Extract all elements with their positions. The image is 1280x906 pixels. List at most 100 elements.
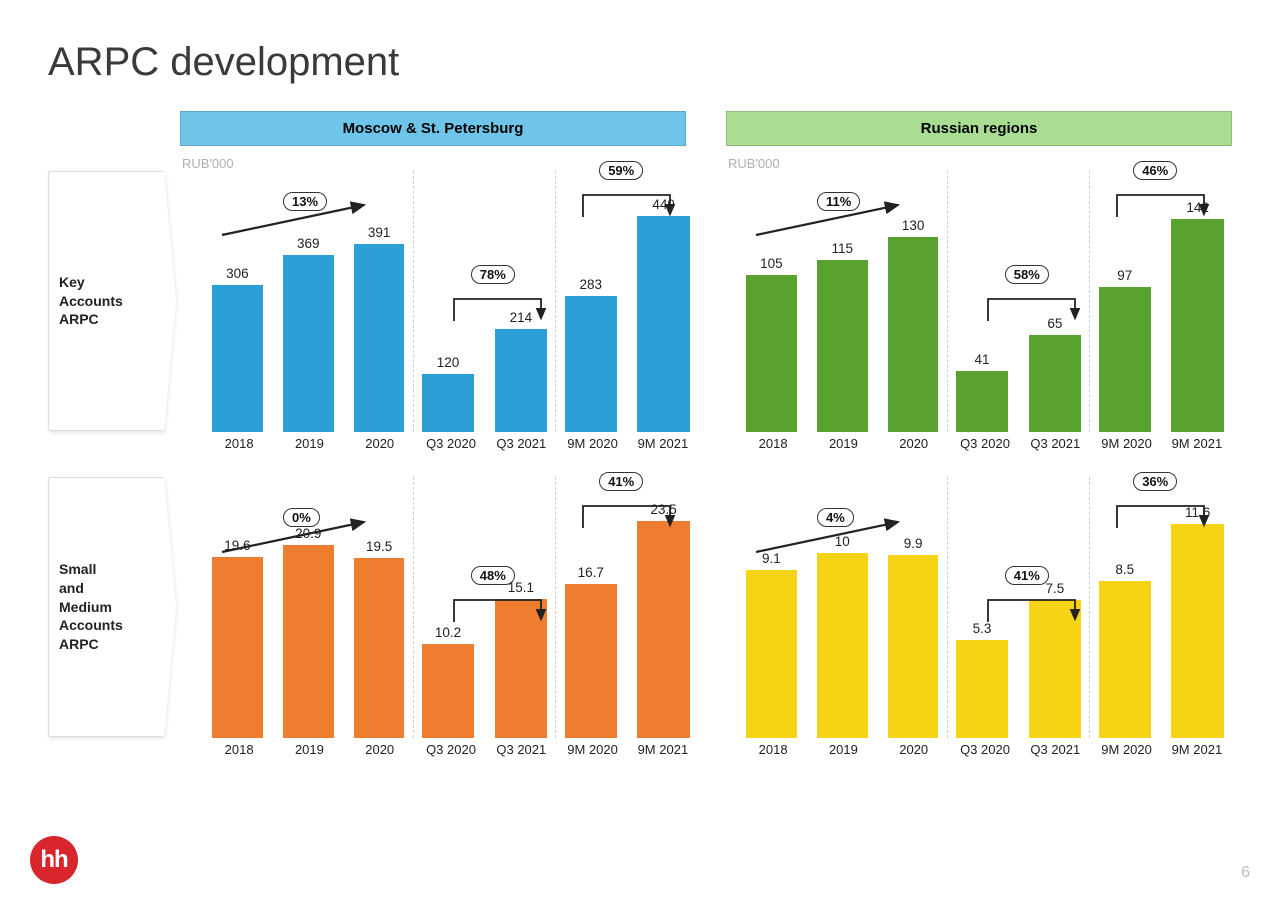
axis-label: 9M 2020 [1091, 742, 1161, 757]
bracket-arrow [980, 291, 1090, 331]
axis-group: 201820192020 [204, 436, 415, 451]
bar-value-label: 97 [1094, 268, 1155, 283]
header-moscow: Moscow & St. Petersburg [180, 111, 686, 146]
bar [212, 557, 263, 738]
bar [354, 244, 405, 432]
growth-badge-cagr: 11% [817, 192, 860, 211]
chart-area: 30636939112021428344913%78%59% [204, 171, 698, 432]
axis-label: 9M 2021 [628, 742, 698, 757]
axis-group: 9M 20209M 2021 [1091, 742, 1232, 757]
growth-badge-9m: 41% [599, 472, 643, 491]
axis-group: Q3 2020Q3 2021 [416, 436, 557, 451]
side-label-key-text: KeyAccountsARPC [49, 273, 123, 330]
bar [283, 545, 334, 738]
axis-label: Q3 2021 [1020, 436, 1090, 451]
axis-label: 9M 2020 [557, 742, 627, 757]
bracket-arrow [575, 498, 685, 538]
axis-group: 201820192020 [738, 742, 949, 757]
axis-group: 201820192020 [204, 742, 415, 757]
axis-label: 2018 [204, 742, 274, 757]
growth-badge-cagr: 4% [817, 508, 854, 527]
bar-value-label: 283 [560, 277, 621, 292]
bar [354, 558, 405, 738]
axis-row: 201820192020Q3 2020Q3 20219M 20209M 2021 [738, 436, 1232, 451]
bar-value-label: 41 [952, 352, 1013, 367]
axis-group: 9M 20209M 2021 [1091, 436, 1232, 451]
logo-hh: hh [30, 836, 78, 884]
axis-group: 9M 20209M 2021 [557, 742, 698, 757]
bar [565, 584, 617, 738]
bar-value-label: 120 [418, 355, 479, 370]
page-title: ARPC development [48, 40, 1232, 85]
axis-label: 9M 2020 [557, 436, 627, 451]
bar [422, 644, 474, 738]
chart-area: 19.620.919.510.215.116.723.50%48%41% [204, 477, 698, 738]
header-row: Moscow & St. Petersburg Russian regions [180, 111, 1232, 146]
bar [1171, 524, 1223, 738]
axis-label: 2020 [879, 742, 949, 757]
bar [212, 285, 263, 432]
growth-badge-9m: 59% [599, 161, 643, 180]
axis-label: Q3 2021 [1020, 742, 1090, 757]
bracket-arrow [575, 187, 685, 227]
axis-label: 2020 [345, 436, 415, 451]
bar [956, 640, 1008, 738]
bar [637, 521, 689, 738]
axis-group: Q3 2020Q3 2021 [950, 742, 1091, 757]
axis-group: Q3 2020Q3 2021 [950, 436, 1091, 451]
axis-row: 201820192020Q3 2020Q3 20219M 20209M 2021 [204, 742, 698, 757]
bar [1099, 287, 1151, 433]
axis-row: 201820192020Q3 2020Q3 20219M 20209M 2021 [204, 436, 698, 451]
bracket-arrow [446, 291, 556, 331]
slide: ARPC development Moscow & St. Petersburg… [0, 0, 1280, 906]
axis-label: Q3 2020 [416, 436, 486, 451]
chart-key-regions: 10511513041659714211%58%46%201820192020Q… [738, 171, 1232, 451]
axis-label: 2020 [879, 436, 949, 451]
axis-label: Q3 2020 [416, 742, 486, 757]
axis-row: 201820192020Q3 2020Q3 20219M 20209M 2021 [738, 742, 1232, 757]
bracket-arrow [446, 592, 556, 632]
axis-label: 2019 [274, 436, 344, 451]
bar [888, 555, 939, 738]
bracket-arrow [980, 592, 1090, 632]
axis-label: 2018 [738, 742, 808, 757]
axis-label: Q3 2021 [486, 436, 556, 451]
axis-label: 2018 [738, 436, 808, 451]
bar [746, 570, 797, 738]
header-regions: Russian regions [726, 111, 1232, 146]
bar [495, 329, 547, 432]
axis-label: 2019 [808, 742, 878, 757]
axis-label: 9M 2021 [1162, 436, 1232, 451]
bar [422, 374, 474, 432]
bar-value-label: 105 [742, 256, 801, 271]
growth-badge-cagr: 13% [283, 192, 327, 211]
axis-label: 9M 2020 [1091, 436, 1161, 451]
bar [1029, 335, 1081, 433]
axis-group: 9M 20209M 2021 [557, 436, 698, 451]
axis-label: 2019 [808, 436, 878, 451]
bar [283, 255, 334, 432]
bar [888, 237, 939, 432]
growth-badge-9m: 46% [1133, 161, 1177, 180]
unit-row: RUB'000 RUB'000 [180, 152, 1232, 171]
axis-label: 2018 [204, 436, 274, 451]
bar-value-label: 306 [208, 266, 267, 281]
axis-label: 9M 2021 [1162, 742, 1232, 757]
axis-group: Q3 2020Q3 2021 [416, 742, 557, 757]
growth-badge-quarter: 78% [471, 265, 515, 284]
axis-label: 2020 [345, 742, 415, 757]
axis-label: 2019 [274, 742, 344, 757]
bar [746, 275, 797, 433]
bracket-arrow [1109, 498, 1219, 538]
growth-badge-quarter: 48% [471, 566, 515, 585]
chart-sme-regions: 9.1109.95.37.58.511.64%41%36%20182019202… [738, 477, 1232, 757]
bar [817, 260, 868, 433]
bar [1099, 581, 1151, 738]
bar [817, 553, 868, 738]
chart-area: 9.1109.95.37.58.511.64%41%36% [738, 477, 1232, 738]
bar-value-label: 8.5 [1094, 562, 1155, 577]
axis-group: 201820192020 [738, 436, 949, 451]
side-label-sme-text: SmallandMediumAccountsARPC [49, 560, 123, 654]
chart-area: 10511513041659714211%58%46% [738, 171, 1232, 432]
growth-badge-quarter: 41% [1005, 566, 1049, 585]
